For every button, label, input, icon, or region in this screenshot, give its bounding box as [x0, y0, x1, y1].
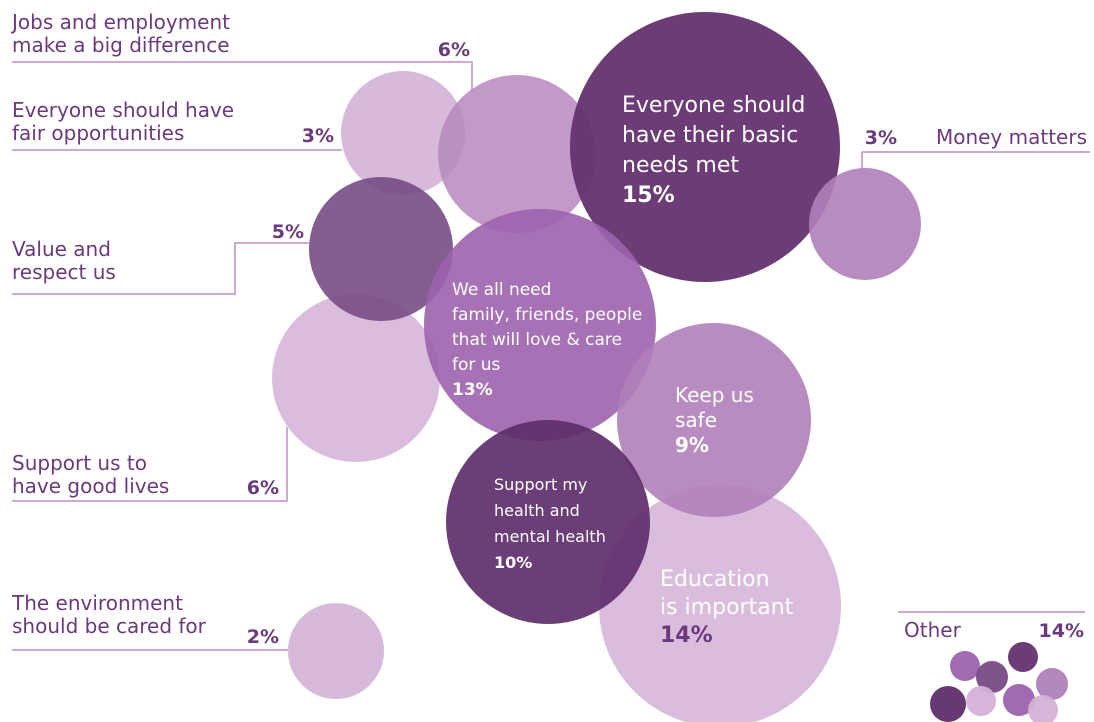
label-fair: Everyone should have: [12, 98, 234, 122]
value-label-family: 13%: [452, 380, 493, 400]
value-label-health: 10%: [494, 553, 532, 572]
other-bubble: [930, 686, 966, 722]
value-label-other: 14%: [1039, 620, 1084, 642]
value-label-fair: 3%: [302, 125, 334, 147]
bubble-fair: [341, 71, 465, 195]
label-value: respect us: [12, 260, 116, 284]
bubble-safe: [617, 323, 811, 517]
leader-line-support: [12, 427, 288, 502]
value-label-safe: 9%: [675, 433, 709, 457]
label-health: health and: [494, 501, 580, 520]
value-label-jobs: 6%: [438, 39, 470, 61]
bubble-money: [809, 168, 921, 280]
label-family: for us: [452, 355, 501, 375]
label-money: Money matters: [936, 125, 1087, 149]
label-family: family, friends, people: [452, 305, 642, 325]
label-environment: The environment: [11, 591, 183, 615]
label-jobs: Jobs and employment: [10, 10, 230, 34]
label-safe: Keep us: [675, 383, 754, 407]
label-basic: Everyone should: [622, 93, 805, 118]
leader-line-value: [12, 242, 309, 295]
bubble-basic: [570, 12, 840, 282]
other-bubble: [1003, 684, 1035, 716]
label-health: Support my: [494, 475, 587, 494]
label-family: We all need: [452, 280, 551, 300]
label-basic: needs met: [622, 153, 739, 178]
value-label-education: 14%: [660, 623, 713, 648]
other-bubble: [1036, 668, 1068, 700]
label-safe: safe: [675, 408, 717, 432]
other-bubble: [976, 661, 1008, 693]
bubble-education: [599, 485, 841, 722]
label-education: Education: [660, 567, 770, 592]
label-fair: fair opportunities: [12, 121, 184, 145]
leader-lines: [12, 61, 1090, 651]
label-health: mental health: [494, 527, 606, 546]
label-jobs: make a big difference: [12, 33, 230, 57]
value-label-basic: 15%: [622, 183, 675, 208]
label-other: Other: [904, 618, 962, 642]
leader-line-money: [861, 151, 1090, 174]
bubble-environment: [288, 603, 384, 699]
value-label-environment: 2%: [247, 626, 279, 648]
other-bubble: [1008, 642, 1038, 672]
value-label-money: 3%: [865, 127, 897, 149]
label-environment: should be cared for: [12, 614, 207, 638]
bubble-value: [309, 177, 453, 321]
bubble-support: [272, 294, 440, 462]
bubbles: [272, 12, 1068, 722]
label-support: Support us to: [12, 451, 147, 475]
bubble-health: [446, 420, 650, 624]
other-bubble: [966, 686, 996, 716]
leader-line-jobs: [12, 61, 473, 92]
bubble-family: [424, 209, 656, 441]
value-label-support: 6%: [247, 477, 279, 499]
label-family: that will love & care: [452, 330, 622, 350]
other-bubble: [950, 651, 980, 681]
other-bubble: [1028, 695, 1058, 722]
bubble-jobs: [438, 75, 596, 233]
label-support: have good lives: [12, 474, 169, 498]
label-basic: have their basic: [622, 123, 798, 148]
label-education: is important: [660, 595, 794, 620]
value-label-value: 5%: [272, 221, 304, 243]
label-value: Value and: [12, 237, 111, 261]
